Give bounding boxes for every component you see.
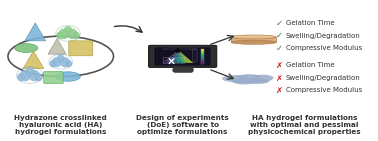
Polygon shape <box>173 50 178 63</box>
Bar <box>201 50 204 51</box>
Text: Gelation Time: Gelation Time <box>286 62 334 68</box>
Bar <box>201 52 204 53</box>
Text: Compressive Modulus: Compressive Modulus <box>286 45 362 51</box>
FancyBboxPatch shape <box>149 45 217 67</box>
Bar <box>201 61 204 62</box>
Ellipse shape <box>50 60 57 67</box>
Text: HA hydrogel formulations
with optimal and pessimal
physicochemical properties: HA hydrogel formulations with optimal an… <box>248 115 361 135</box>
Ellipse shape <box>59 28 69 39</box>
Bar <box>201 60 204 61</box>
Ellipse shape <box>60 57 70 67</box>
Bar <box>201 49 204 50</box>
Bar <box>201 54 204 55</box>
Polygon shape <box>178 50 182 63</box>
FancyBboxPatch shape <box>69 41 93 56</box>
Circle shape <box>56 72 81 81</box>
Text: Gelation Time: Gelation Time <box>286 20 334 26</box>
Ellipse shape <box>29 70 40 81</box>
Polygon shape <box>178 50 181 63</box>
Polygon shape <box>163 50 178 63</box>
Text: Swelling/Degradation: Swelling/Degradation <box>286 33 360 39</box>
Ellipse shape <box>248 78 269 84</box>
Ellipse shape <box>239 74 260 80</box>
Text: ✓: ✓ <box>276 19 282 28</box>
Polygon shape <box>163 48 197 49</box>
Ellipse shape <box>222 75 249 82</box>
Text: ✓: ✓ <box>276 44 282 53</box>
Bar <box>201 49 204 64</box>
Ellipse shape <box>34 73 43 81</box>
Text: ✓: ✓ <box>276 31 282 40</box>
Ellipse shape <box>65 60 72 67</box>
Polygon shape <box>178 50 184 63</box>
FancyBboxPatch shape <box>154 47 211 66</box>
Polygon shape <box>178 50 187 63</box>
Text: Design of experiments
(DoE) software to
optimize formulations: Design of experiments (DoE) software to … <box>136 115 229 135</box>
Polygon shape <box>167 50 178 63</box>
Ellipse shape <box>57 55 65 63</box>
Bar <box>201 58 204 59</box>
Text: Swelling/Degradation: Swelling/Degradation <box>286 75 360 81</box>
Bar <box>231 37 276 42</box>
Polygon shape <box>172 50 178 63</box>
Text: ✗: ✗ <box>276 61 282 70</box>
Polygon shape <box>164 50 178 63</box>
Ellipse shape <box>17 73 25 81</box>
Ellipse shape <box>25 67 34 76</box>
Bar <box>201 56 204 57</box>
Polygon shape <box>166 50 178 63</box>
Polygon shape <box>178 50 185 63</box>
Polygon shape <box>25 23 46 41</box>
Bar <box>201 55 204 56</box>
Polygon shape <box>178 50 179 63</box>
Ellipse shape <box>56 31 64 39</box>
Ellipse shape <box>72 31 80 39</box>
Polygon shape <box>176 50 178 63</box>
Ellipse shape <box>231 40 276 44</box>
FancyBboxPatch shape <box>43 71 63 83</box>
Polygon shape <box>193 49 197 63</box>
Bar <box>201 57 204 58</box>
Bar <box>201 59 204 60</box>
Text: Hydrazone crosslinked
hyaluronic acid (HA)
hydrogel formulations: Hydrazone crosslinked hyaluronic acid (H… <box>14 115 107 135</box>
Ellipse shape <box>252 75 274 81</box>
Ellipse shape <box>235 78 268 82</box>
Polygon shape <box>178 50 190 63</box>
Bar <box>201 53 204 54</box>
Bar <box>201 63 204 64</box>
Polygon shape <box>23 51 44 69</box>
Circle shape <box>14 44 38 52</box>
Bar <box>201 51 204 52</box>
Text: ✗: ✗ <box>276 73 282 82</box>
Bar <box>201 62 204 63</box>
Text: ✗: ✗ <box>276 86 282 95</box>
Ellipse shape <box>64 26 72 35</box>
Polygon shape <box>169 50 178 63</box>
Ellipse shape <box>20 70 31 81</box>
Text: Compressive Modulus: Compressive Modulus <box>286 87 362 93</box>
Polygon shape <box>178 50 193 63</box>
Polygon shape <box>178 50 188 63</box>
Ellipse shape <box>231 35 276 39</box>
Polygon shape <box>178 50 191 63</box>
Ellipse shape <box>67 28 77 39</box>
Polygon shape <box>170 50 178 63</box>
Polygon shape <box>48 39 66 54</box>
Ellipse shape <box>52 57 62 67</box>
Ellipse shape <box>232 78 256 84</box>
Polygon shape <box>175 50 178 63</box>
